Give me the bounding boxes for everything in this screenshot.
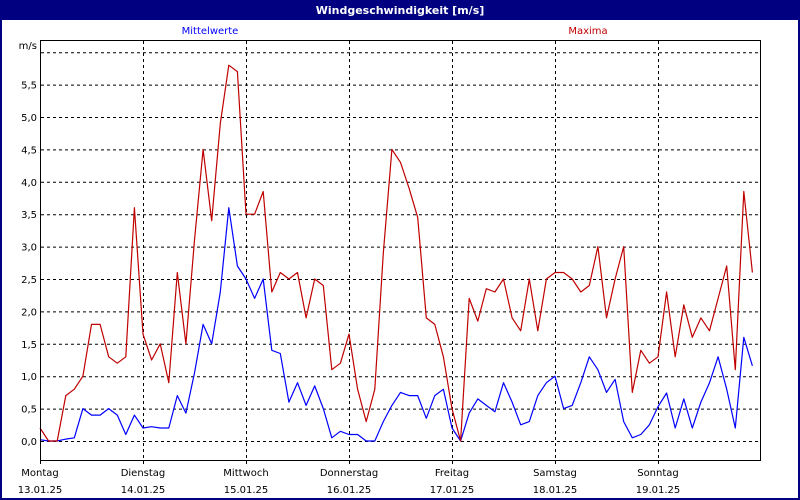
y-tick-label: 1,5 <box>21 340 37 351</box>
x-tick-day: Mittwoch <box>223 468 268 479</box>
y-axis-ticks: 0,0 0,5 1,0 1,5 2,0 2,5 3,0 3,5 4,0 4,5 5,0 5,5 <box>21 81 37 448</box>
series-line-mittelwerte <box>39 207 753 442</box>
x-axis-ticks: Montag 13.01.25 Dienstag 14.01.25 Mittwoch 15… <box>18 460 681 496</box>
x-tick-date: 15.01.25 <box>224 485 269 496</box>
y-tick-label: 0,5 <box>21 405 37 416</box>
legend-maxima: Maxima <box>568 26 607 37</box>
series-line-maxima <box>39 64 753 442</box>
y-tick-label: 4,5 <box>21 145 37 156</box>
x-tick-date: 18.01.25 <box>533 485 578 496</box>
x-tick-date: 17.01.25 <box>430 485 475 496</box>
x-tick-day: Freitag <box>435 468 469 479</box>
y-tick-label: 1,0 <box>21 372 37 383</box>
y-tick-label: 3,5 <box>21 210 37 221</box>
x-tick-date: 13.01.25 <box>18 485 63 496</box>
x-tick-day: Samstag <box>533 468 577 479</box>
y-tick-label: 3,0 <box>21 243 37 254</box>
legend-mittelwerte: Mittelwerte <box>182 26 239 37</box>
grid-lines <box>41 41 760 460</box>
y-axis-unit: m/s <box>19 41 37 52</box>
y-tick-label: 0,0 <box>21 437 37 448</box>
y-tick-label: 5,0 <box>21 113 37 124</box>
plot-frame <box>40 40 761 461</box>
x-tick-date: 16.01.25 <box>327 485 372 496</box>
x-tick-date: 14.01.25 <box>121 485 166 496</box>
x-tick-day: Sonntag <box>637 468 679 479</box>
x-tick-day: Dienstag <box>121 468 166 479</box>
y-tick-label: 2,5 <box>21 275 37 286</box>
y-tick-label: 4,0 <box>21 178 37 189</box>
y-tick-label: 5,5 <box>21 81 37 92</box>
x-tick-date: 19.01.25 <box>636 485 681 496</box>
window-title: Windgeschwindigkeit [m/s] <box>2 2 798 20</box>
series-lines <box>39 64 753 442</box>
x-tick-day: Montag <box>21 468 58 479</box>
y-tick-label: 2,0 <box>21 307 37 318</box>
x-tick-day: Donnerstag <box>320 468 378 479</box>
